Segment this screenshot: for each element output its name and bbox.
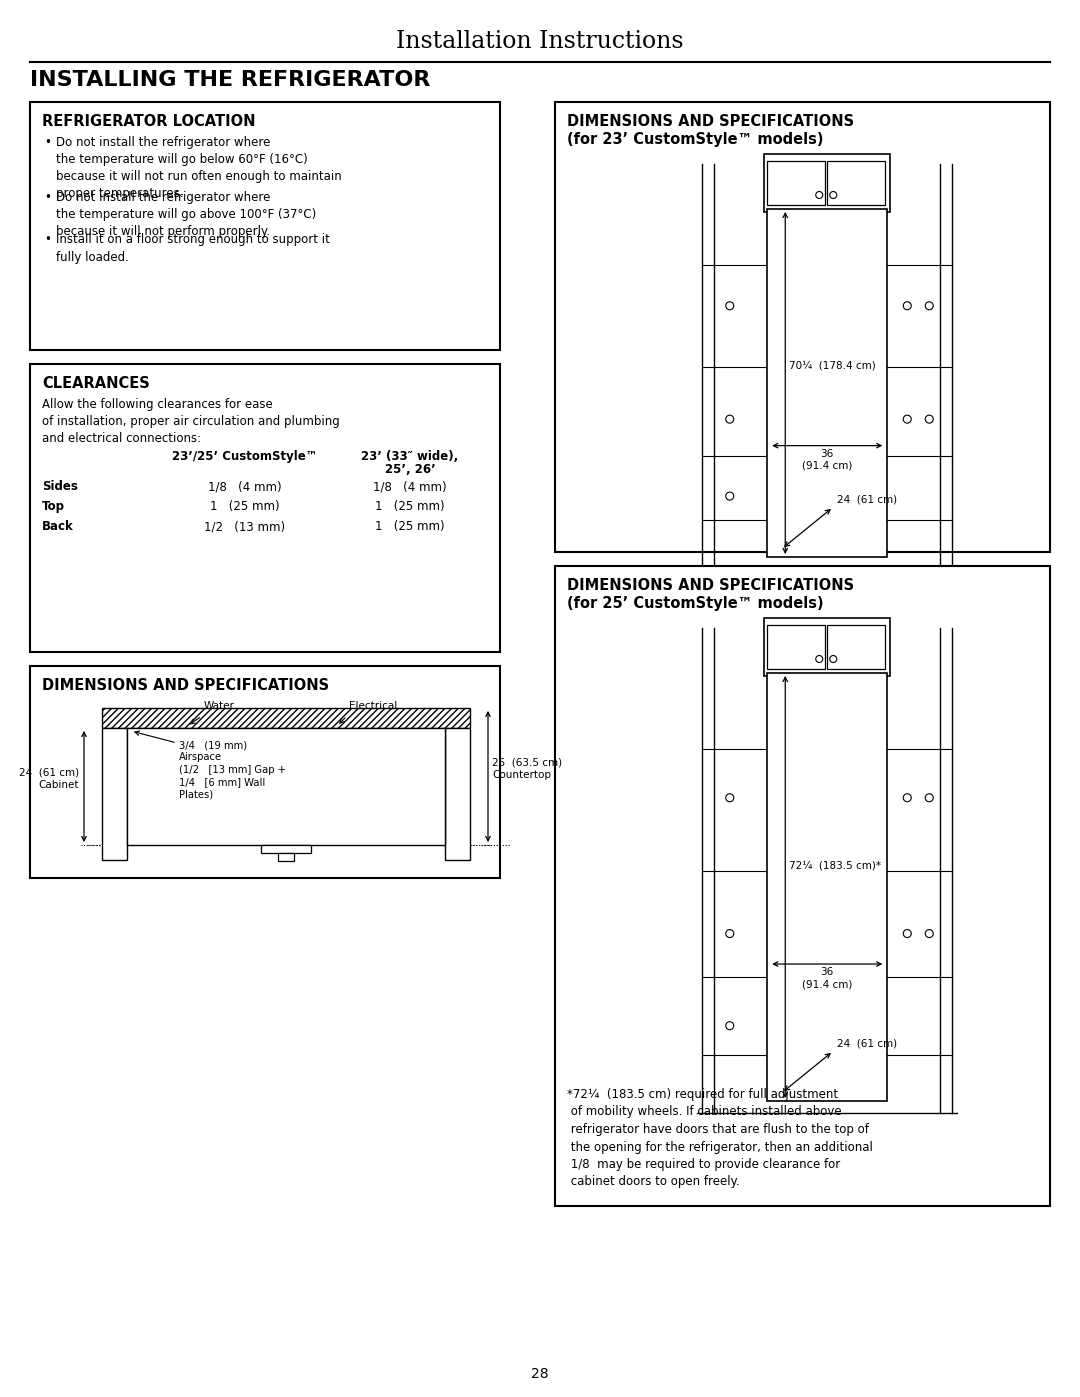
Text: Install it on a floor strong enough to support it
fully loaded.: Install it on a floor strong enough to s… — [56, 233, 329, 264]
Bar — [827, 624, 886, 669]
Text: 3/4   (19 mm)
Airspace
(1/2   [13 mm] Gap +
1/4   [6 mm] Wall
Plates): 3/4 (19 mm) Airspace (1/2 [13 mm] Gap + … — [179, 740, 286, 799]
Bar — [765, 154, 890, 212]
Text: •: • — [44, 136, 51, 149]
Text: 1   (25 mm): 1 (25 mm) — [375, 520, 445, 534]
Bar — [30, 102, 500, 351]
Text: (91.4 cm): (91.4 cm) — [802, 979, 852, 989]
Bar — [445, 728, 470, 861]
Text: 23’/25’ CustomStyle™: 23’/25’ CustomStyle™ — [172, 450, 318, 462]
Bar — [767, 624, 825, 669]
Text: 1   (25 mm): 1 (25 mm) — [375, 500, 445, 513]
Bar — [765, 617, 890, 676]
Bar — [767, 161, 825, 205]
Text: 25  (63.5 cm)
Countertop: 25 (63.5 cm) Countertop — [492, 757, 562, 780]
Text: 36: 36 — [821, 967, 834, 977]
Bar — [555, 566, 1050, 1206]
Text: 23’ (33″ wide),: 23’ (33″ wide), — [362, 450, 459, 462]
Text: Do not install the refrigerator where
the temperature will go below 60°F (16°C)
: Do not install the refrigerator where th… — [56, 136, 341, 200]
Bar — [827, 161, 886, 205]
Text: Installation Instructions: Installation Instructions — [396, 29, 684, 53]
Bar — [102, 708, 470, 728]
Text: 1/2   (13 mm): 1/2 (13 mm) — [204, 520, 285, 534]
Text: 24  (61 cm): 24 (61 cm) — [837, 495, 897, 504]
Text: DIMENSIONS AND SPECIFICATIONS: DIMENSIONS AND SPECIFICATIONS — [42, 678, 329, 693]
Text: 72¼  (183.5 cm)*: 72¼ (183.5 cm)* — [789, 861, 881, 870]
Bar — [102, 728, 127, 861]
Text: 25’, 26’: 25’, 26’ — [384, 462, 435, 476]
Text: •: • — [44, 191, 51, 204]
Text: *72¼  (183.5 cm) required for full adjustment
 of mobility wheels. If cabinets i: *72¼ (183.5 cm) required for full adjust… — [567, 1088, 873, 1189]
Text: Water: Water — [204, 701, 234, 711]
Bar — [278, 854, 294, 861]
Text: Back: Back — [42, 520, 73, 534]
Text: 28: 28 — [531, 1368, 549, 1382]
Text: REFRIGERATOR LOCATION: REFRIGERATOR LOCATION — [42, 115, 256, 129]
Text: (for 23’ CustomStyle™ models): (for 23’ CustomStyle™ models) — [567, 131, 824, 147]
Text: 70¼  (178.4 cm): 70¼ (178.4 cm) — [789, 360, 876, 370]
Text: DIMENSIONS AND SPECIFICATIONS: DIMENSIONS AND SPECIFICATIONS — [567, 115, 854, 129]
Bar — [30, 365, 500, 652]
Text: Electrical: Electrical — [349, 701, 397, 711]
Text: DIMENSIONS AND SPECIFICATIONS: DIMENSIONS AND SPECIFICATIONS — [567, 578, 854, 592]
Text: Top: Top — [42, 500, 65, 513]
Text: 24  (61 cm): 24 (61 cm) — [837, 1039, 897, 1049]
Text: (91.4 cm): (91.4 cm) — [802, 461, 852, 471]
Text: 36: 36 — [821, 448, 834, 458]
Bar — [261, 845, 311, 854]
Text: 1/8   (4 mm): 1/8 (4 mm) — [208, 481, 282, 493]
Text: 1   (25 mm): 1 (25 mm) — [211, 500, 280, 513]
Text: 24  (61 cm)
Cabinet: 24 (61 cm) Cabinet — [18, 767, 79, 789]
Text: Do not install the refrigerator where
the temperature will go above 100°F (37°C): Do not install the refrigerator where th… — [56, 191, 316, 237]
Text: •: • — [44, 233, 51, 246]
Text: Allow the following clearances for ease
of installation, proper air circulation : Allow the following clearances for ease … — [42, 398, 340, 446]
Text: CLEARANCES: CLEARANCES — [42, 376, 150, 391]
Bar — [767, 673, 888, 1101]
Text: INSTALLING THE REFRIGERATOR: INSTALLING THE REFRIGERATOR — [30, 70, 430, 89]
Bar — [767, 210, 888, 557]
Text: (for 25’ CustomStyle™ models): (for 25’ CustomStyle™ models) — [567, 597, 824, 610]
Bar — [127, 728, 445, 845]
Bar — [555, 102, 1050, 552]
Text: 1/8   (4 mm): 1/8 (4 mm) — [374, 481, 447, 493]
Text: Sides: Sides — [42, 481, 78, 493]
Bar — [30, 666, 500, 877]
